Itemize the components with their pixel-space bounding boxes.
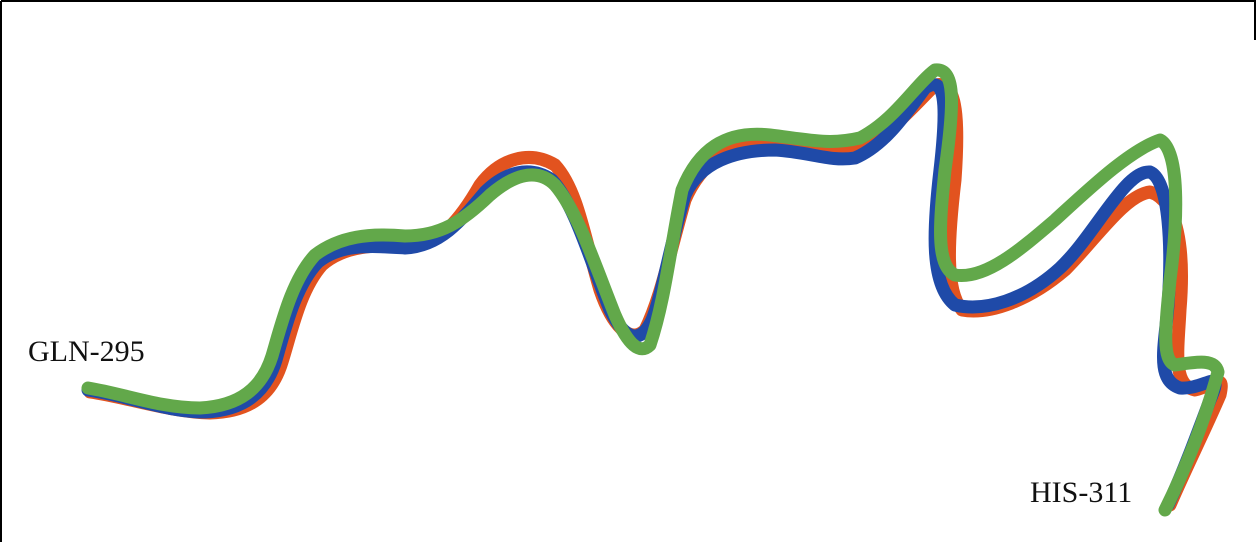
page: GLN-295 HIS-311 (() => { const data = JS… — [0, 0, 1257, 542]
start-residue-label: GLN-295 — [28, 335, 145, 368]
end-residue-label: HIS-311 — [1030, 476, 1132, 509]
structure-view: GLN-295 HIS-311 — [0, 0, 1257, 542]
